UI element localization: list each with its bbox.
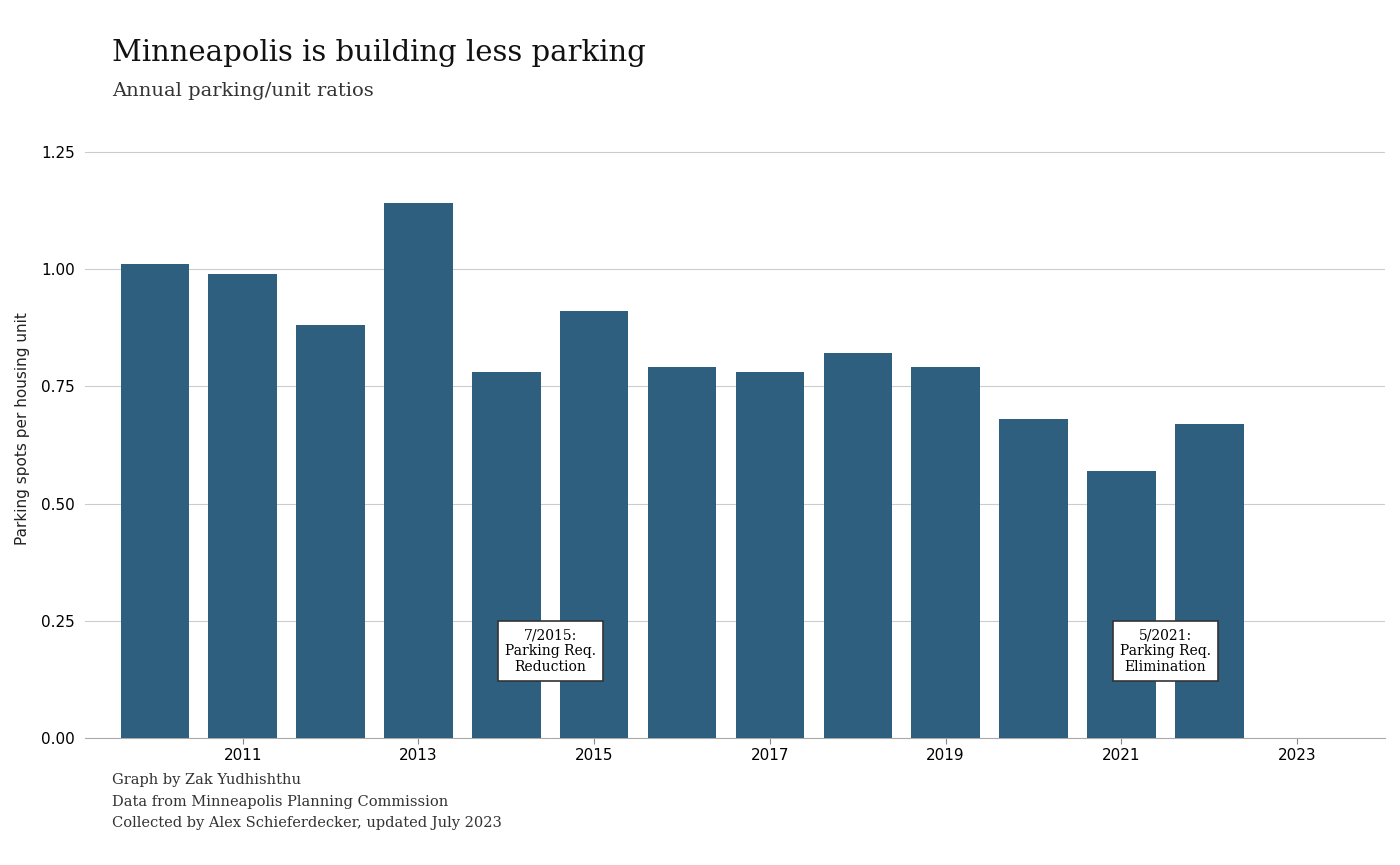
Bar [472,372,540,738]
Y-axis label: Parking spots per housing unit: Parking spots per housing unit [15,312,29,545]
Text: Minneapolis is building less parking: Minneapolis is building less parking [112,39,645,67]
Bar [823,354,892,738]
Bar [297,325,365,738]
Bar [560,311,629,738]
Bar [1088,471,1155,738]
Bar [648,368,717,738]
Text: Graph by Zak Yudhishthu
Data from Minneapolis Planning Commission
Collected by A: Graph by Zak Yudhishthu Data from Minnea… [112,773,501,830]
Bar [735,372,804,738]
Text: 5/2021:
Parking Req.
Elimination: 5/2021: Parking Req. Elimination [1120,628,1211,675]
Text: Annual parking/unit ratios: Annual parking/unit ratios [112,82,374,100]
Bar [384,203,452,738]
Bar [911,368,980,738]
Bar [209,273,277,738]
Text: 7/2015:
Parking Req.
Reduction: 7/2015: Parking Req. Reduction [505,628,596,675]
Bar [1000,419,1068,738]
Bar [1175,424,1243,738]
Bar [120,264,189,738]
